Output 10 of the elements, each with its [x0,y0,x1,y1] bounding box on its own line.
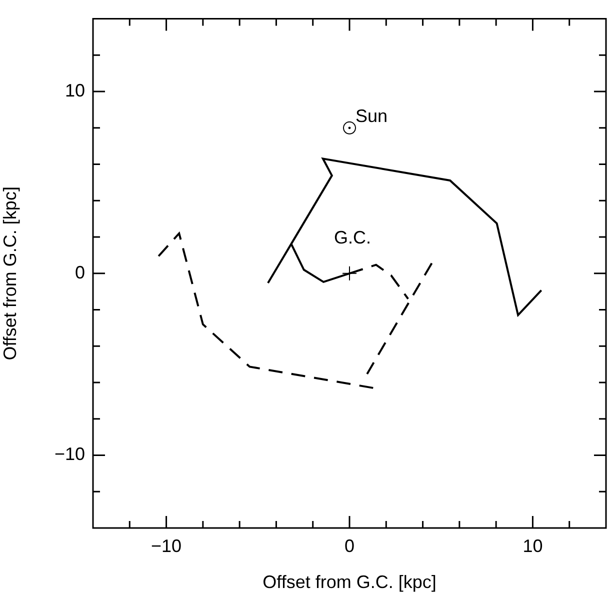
annotation: G.C. [334,227,372,248]
x-axis-title: Offset from G.C. [kpc] [262,572,436,592]
y-tick-label: 0 [74,262,85,282]
y-tick-label: −10 [54,444,85,464]
x-tick-label: 10 [522,536,543,556]
x-tick-label: 0 [344,536,355,556]
y-axis-title: Offset from G.C. [kpc] [0,186,20,360]
annotation: Sun [356,106,388,126]
y-tick-label: 10 [64,80,85,101]
x-tick-label: −10 [151,536,182,556]
